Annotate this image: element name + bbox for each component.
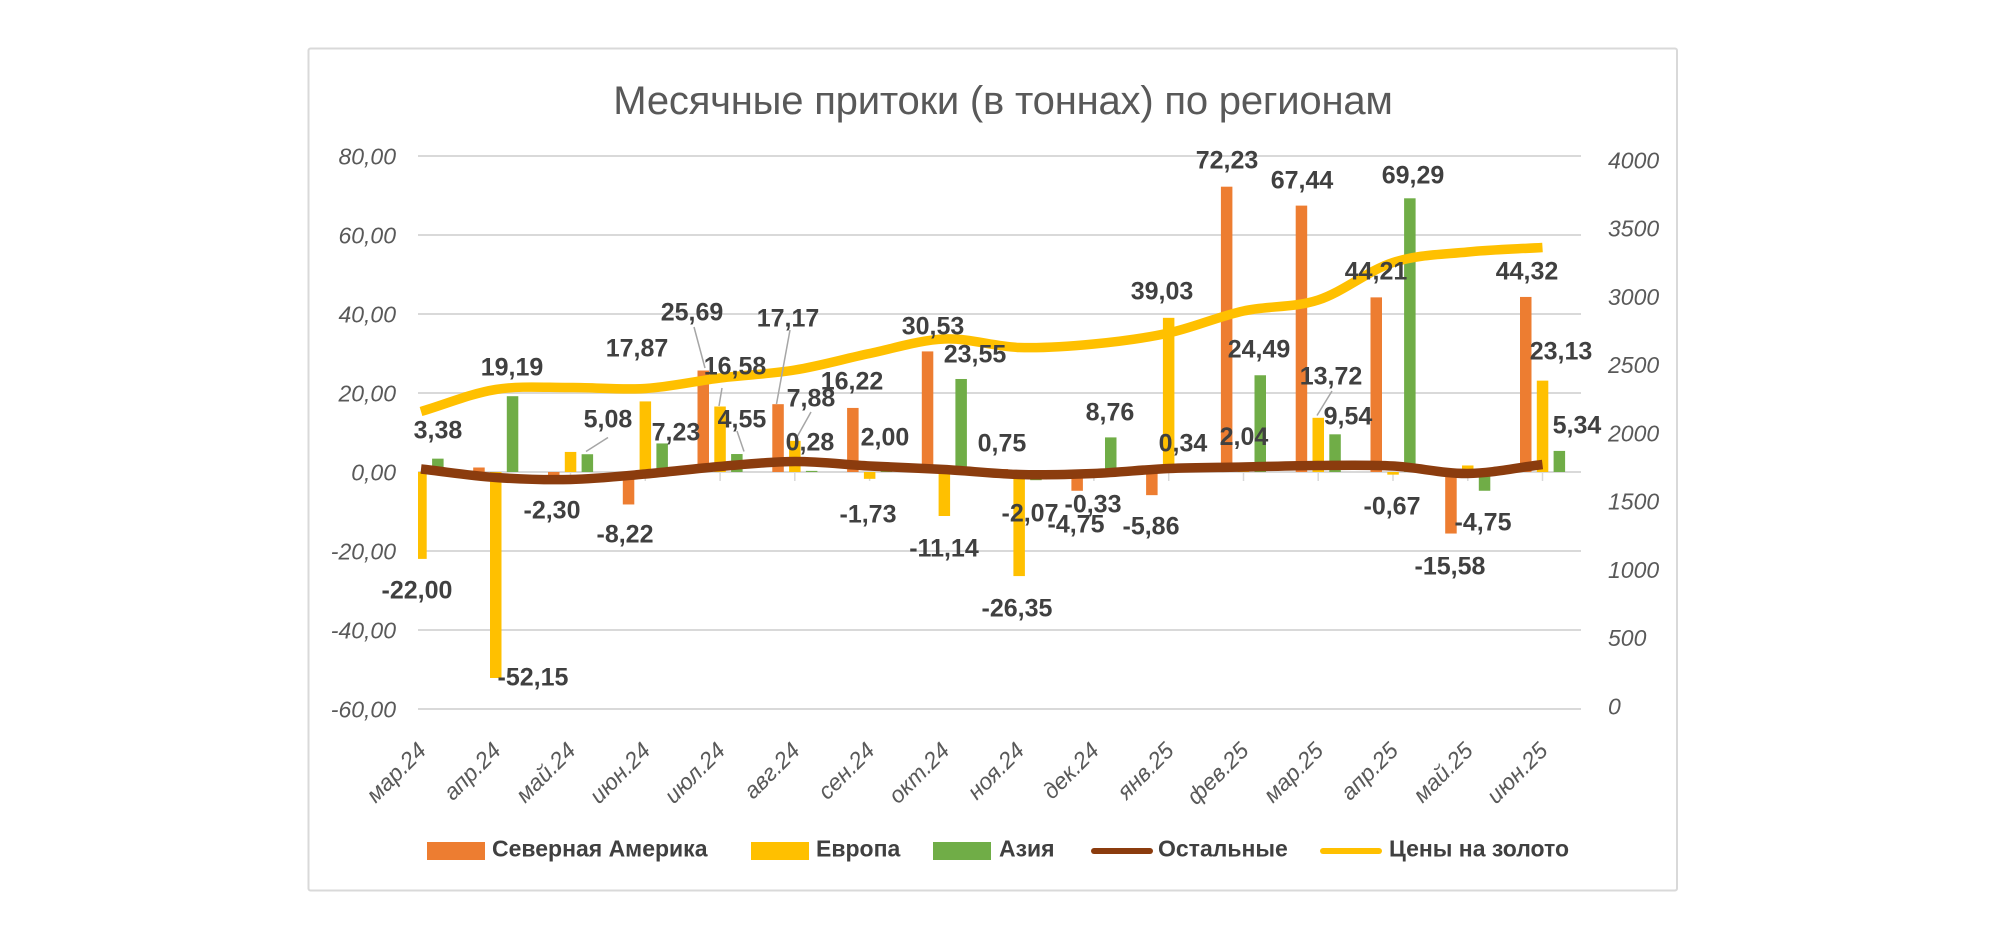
svg-text:1000: 1000	[1608, 557, 1659, 583]
svg-text:-8,22: -8,22	[597, 521, 654, 549]
svg-text:72,23: 72,23	[1196, 147, 1259, 175]
svg-text:-2,30: -2,30	[524, 497, 581, 525]
svg-text:-26,35: -26,35	[982, 595, 1053, 623]
svg-text:8,76: 8,76	[1086, 399, 1135, 427]
svg-text:-20,00: -20,00	[331, 539, 396, 565]
svg-text:-0,67: -0,67	[1364, 493, 1421, 521]
svg-text:4000: 4000	[1608, 147, 1659, 173]
svg-text:30,53: 30,53	[902, 313, 965, 341]
svg-text:-60,00: -60,00	[331, 697, 396, 723]
svg-text:2,00: 2,00	[861, 424, 910, 452]
svg-text:19,19: 19,19	[481, 354, 544, 382]
svg-text:60,00: 60,00	[338, 223, 396, 249]
svg-text:0,75: 0,75	[978, 430, 1027, 458]
svg-text:17,87: 17,87	[606, 335, 669, 363]
svg-text:-52,15: -52,15	[498, 664, 569, 692]
svg-text:-2,07: -2,07	[1002, 500, 1059, 528]
svg-text:Европа: Европа	[816, 836, 900, 862]
svg-text:-15,58: -15,58	[1415, 553, 1486, 581]
svg-text:0,34: 0,34	[1159, 430, 1208, 458]
svg-text:0,00: 0,00	[351, 460, 396, 486]
svg-text:-40,00: -40,00	[331, 618, 396, 644]
svg-text:-22,00: -22,00	[382, 577, 453, 605]
svg-text:44,32: 44,32	[1496, 258, 1559, 286]
svg-text:1500: 1500	[1608, 489, 1659, 515]
svg-text:-4,75: -4,75	[1455, 509, 1512, 537]
svg-text:2000: 2000	[1607, 420, 1659, 446]
svg-text:5,08: 5,08	[584, 406, 633, 434]
svg-text:17,17: 17,17	[757, 305, 820, 333]
svg-text:7,88: 7,88	[787, 385, 836, 413]
svg-text:5,34: 5,34	[1553, 412, 1602, 440]
svg-text:13,72: 13,72	[1300, 363, 1363, 391]
svg-text:Северная Америка: Северная Америка	[492, 836, 708, 862]
svg-text:4,55: 4,55	[718, 406, 767, 434]
svg-text:23,55: 23,55	[944, 341, 1007, 369]
svg-text:20,00: 20,00	[337, 381, 396, 407]
svg-text:40,00: 40,00	[338, 302, 396, 328]
svg-text:16,22: 16,22	[821, 368, 884, 396]
svg-text:0,28: 0,28	[786, 429, 835, 457]
svg-text:500: 500	[1608, 625, 1647, 651]
svg-text:Месячные притоки (в тоннах) по: Месячные притоки (в тоннах) по регионам	[613, 79, 1392, 123]
svg-text:-1,73: -1,73	[840, 501, 897, 529]
svg-text:3000: 3000	[1608, 284, 1659, 310]
svg-text:Цены на золото: Цены на золото	[1389, 836, 1569, 862]
svg-text:9,54: 9,54	[1324, 403, 1373, 431]
svg-text:67,44: 67,44	[1271, 167, 1334, 195]
svg-text:23,13: 23,13	[1530, 338, 1593, 366]
svg-text:Азия: Азия	[999, 836, 1055, 862]
svg-text:-4,75: -4,75	[1048, 511, 1105, 539]
svg-text:80,00: 80,00	[338, 144, 396, 170]
svg-text:24,49: 24,49	[1228, 336, 1291, 364]
svg-text:-5,86: -5,86	[1123, 513, 1180, 541]
svg-text:-11,14: -11,14	[909, 535, 979, 563]
svg-text:3500: 3500	[1608, 216, 1659, 242]
svg-text:0: 0	[1608, 693, 1621, 719]
svg-text:-0,33: -0,33	[1065, 491, 1122, 519]
svg-text:2500: 2500	[1607, 352, 1659, 378]
svg-text:3,38: 3,38	[414, 417, 463, 445]
svg-text:69,29: 69,29	[1382, 162, 1445, 190]
svg-text:Остальные: Остальные	[1158, 836, 1288, 862]
svg-text:44,21: 44,21	[1345, 258, 1408, 286]
svg-text:16,58: 16,58	[704, 353, 767, 381]
svg-text:7,23: 7,23	[652, 419, 701, 447]
svg-text:2,04: 2,04	[1220, 423, 1269, 451]
svg-text:25,69: 25,69	[661, 299, 724, 327]
svg-text:39,03: 39,03	[1131, 278, 1194, 306]
